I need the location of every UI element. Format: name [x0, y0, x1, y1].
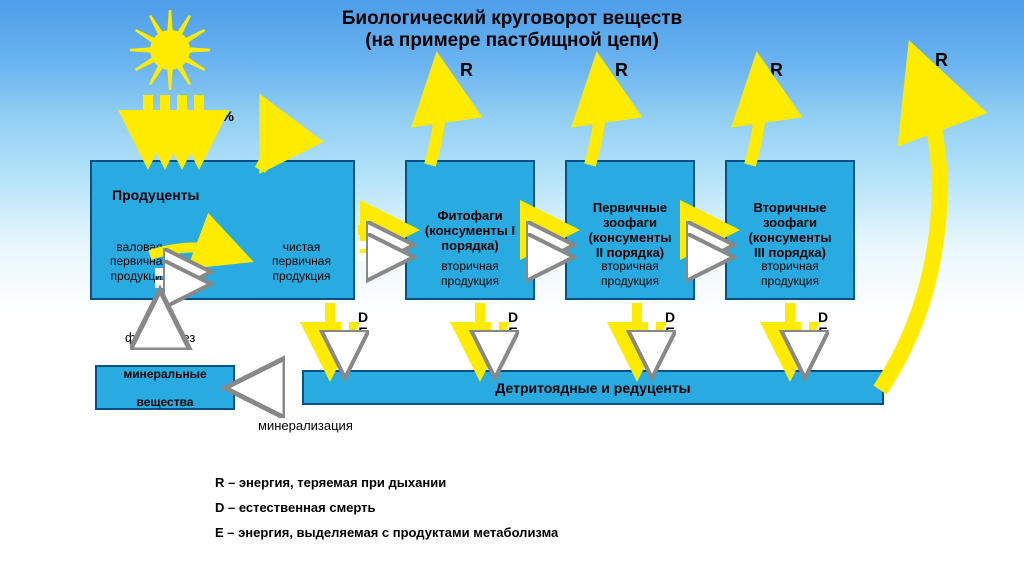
legend-d: D – естественная смерть — [215, 500, 376, 515]
zoo2-l3: (консументы — [749, 230, 832, 245]
title-line1: Биологический круговорот веществ — [342, 8, 683, 29]
detritus-label: Детритоядные и редуценты — [495, 380, 690, 396]
sec1-text: вторичнаяпродукция — [407, 259, 533, 288]
min-l2: вещества — [137, 395, 194, 409]
label-mineralization: минерализация — [258, 418, 353, 433]
phyto-l3: порядка) — [441, 238, 498, 253]
r-label-4: R — [770, 60, 783, 81]
label-photosynthesis: фотосинтез — [125, 330, 195, 345]
title-line2: (на примере пастбищной цепи) — [365, 30, 659, 51]
zoo1-l3: (консументы — [589, 230, 672, 245]
r-label-5: R — [935, 50, 948, 71]
de-label-1: DE — [358, 310, 368, 341]
legend-e: E – энергия, выделяемая с продуктами мет… — [215, 525, 558, 540]
r-label-1: R — [295, 130, 308, 151]
sec2-text: вторичнаяпродукция — [567, 259, 693, 288]
zoo2-l4: III порядка) — [754, 245, 826, 260]
phyto-l2: (консументы I — [425, 223, 515, 238]
box-primary-zoophages: Первичные зоофаги (консументы II порядка… — [565, 160, 695, 300]
phyto-l1: Фитофаги — [437, 208, 502, 223]
box-minerals: минеральные вещества — [95, 365, 235, 410]
producers-title: Продуценты — [112, 187, 200, 203]
de-label-3: DE — [665, 310, 675, 341]
de-label-2: DE — [508, 310, 518, 341]
legend-r: R – энергия, теряемая при дыхании — [215, 475, 446, 490]
r-label-3: R — [615, 60, 628, 81]
zoo2-l1: Вторичные — [753, 200, 826, 215]
de-label-4: DE — [818, 310, 828, 341]
zoo1-l2: зоофаги — [603, 215, 657, 230]
gpp-text: валоваяпервичнаяпродукция — [110, 240, 169, 283]
min-l1: минеральные — [123, 367, 206, 381]
sun-icon — [130, 10, 210, 90]
npp-text: чистаяпервичнаяпродукция — [272, 240, 331, 283]
box-producers: Продуценты валоваяпервичнаяпродукция чис… — [90, 160, 355, 300]
box-secondary-zoophages: Вторичные зоофаги (консументы III порядк… — [725, 160, 855, 300]
pct-label: 0,2% — [202, 108, 234, 124]
sec3-text: вторичнаяпродукция — [727, 259, 853, 288]
zoo2-l2: зоофаги — [763, 215, 817, 230]
zoo1-l1: Первичные — [593, 200, 667, 215]
diagram-content: Биологический круговорот веществ (на при… — [0, 0, 1024, 574]
box-detritus: Детритоядные и редуценты — [302, 370, 884, 405]
r-label-2: R — [460, 60, 473, 81]
zoo1-l4: II порядка) — [596, 245, 664, 260]
box-phytophages: Фитофаги (консументы I порядка) вторична… — [405, 160, 535, 300]
